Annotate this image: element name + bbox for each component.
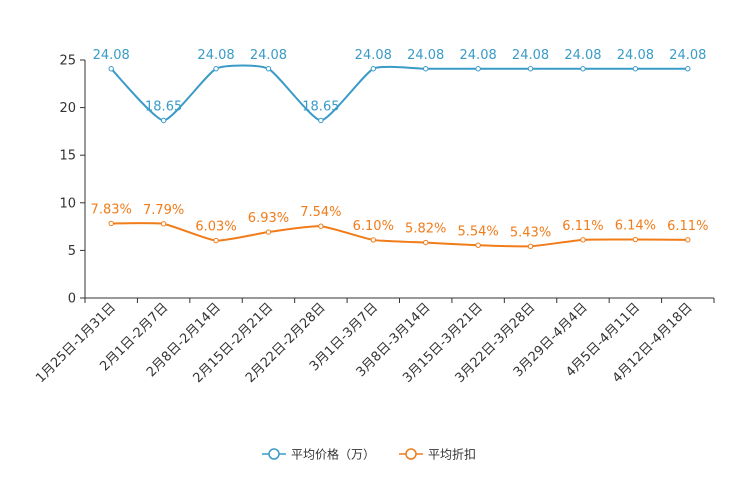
data-point [685,237,691,243]
series-layer: 24.08 18.65 24.08 24.08 18.65 24.08 24.08 24.08… [91,48,708,250]
data-point [580,237,586,243]
data-label: 6.14% [615,219,656,234]
legend-label: 平均折扣 [428,447,476,462]
data-label: 24.08 [407,48,444,63]
y-tick-label: 10 [59,196,76,211]
series-line [111,222,688,248]
data-label: 24.08 [512,48,549,63]
data-point [160,221,167,227]
data-label: 6.10% [353,219,394,234]
data-point [423,239,429,246]
data-point [318,117,324,124]
data-point [160,117,167,124]
data-point [265,66,272,72]
data-point [108,220,114,227]
legend-swatch-marker [405,448,417,460]
data-label: 7.54% [300,205,341,220]
data-label: 24.08 [250,48,287,63]
data-label: 18.65 [145,99,182,114]
data-label: 6.11% [667,219,708,234]
data-label: 6.11% [562,219,603,234]
data-label: 24.08 [460,48,497,63]
legend-label: 平均价格（万） [291,447,375,462]
y-tick-label: 20 [59,101,76,116]
legend: 平均价格（万） 平均折扣 [262,447,476,462]
data-label: 5.82% [405,222,446,237]
legend-swatch-marker [268,448,280,460]
series-line [110,64,688,122]
data-point [527,243,534,250]
data-point [580,66,586,72]
series-1: 24.08 18.65 24.08 24.08 18.65 24.08 24.08 24.08… [93,48,706,124]
y-tick-label: 15 [59,149,76,164]
data-label: 6.03% [195,220,236,235]
data-label: 7.79% [143,203,184,218]
data-point [475,242,481,248]
y-tick-label: 0 [68,292,76,307]
series-2: 7.83% 7.79% 6.03% 6.93% 7.54% 6.10% 5.82% 5.54%… [91,202,708,250]
data-label: 18.65 [302,99,339,114]
data-point [213,66,219,72]
y-tick-label: 5 [68,244,76,259]
data-label: 5.54% [457,224,498,239]
data-point [265,229,272,235]
data-label: 24.08 [669,48,706,63]
data-label: 24.08 [355,48,392,63]
data-point [370,237,376,243]
data-label: 24.08 [564,48,601,63]
data-label: 5.43% [510,225,551,240]
data-label: 24.08 [617,48,654,63]
data-point [423,66,429,72]
data-point [632,66,639,72]
legend-item-2[interactable]: 平均折扣 [399,447,476,462]
data-label: 24.08 [197,48,234,63]
data-point [632,236,639,243]
legend-item-1[interactable]: 平均价格（万） [262,447,375,462]
data-point [527,66,534,72]
data-point [108,66,114,72]
data-point [213,237,219,244]
data-point [685,66,691,72]
y-tick-label: 25 [59,54,76,69]
data-point [475,66,481,72]
data-label: 6.93% [248,211,289,226]
data-label: 24.08 [93,48,130,63]
data-point [318,223,324,229]
data-point [370,66,376,72]
data-label: 7.83% [91,202,132,217]
